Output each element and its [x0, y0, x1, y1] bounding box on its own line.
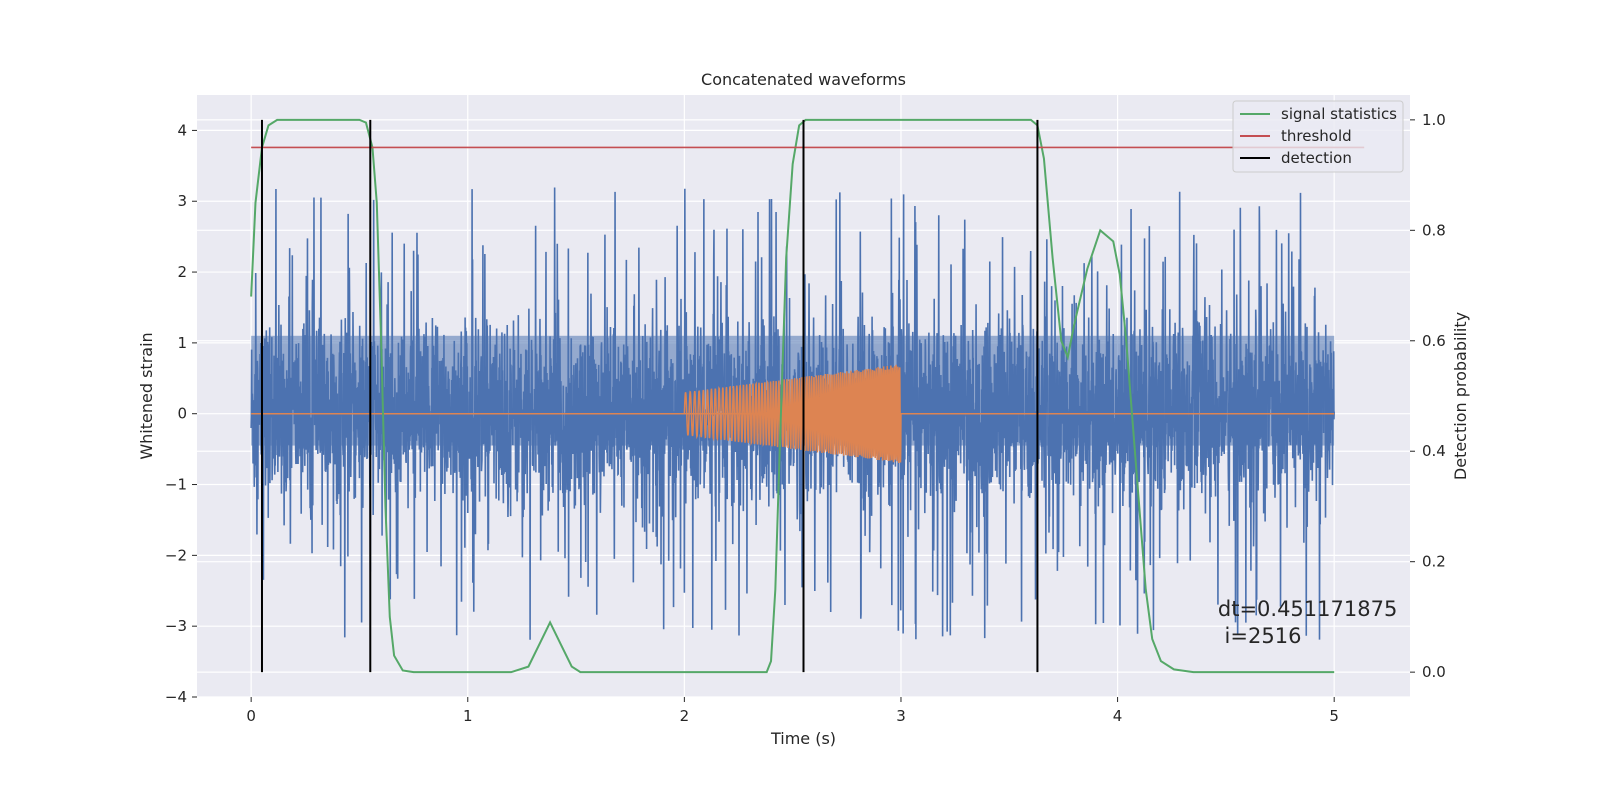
y-tick-label: 3: [177, 192, 187, 210]
x-tick-label: 1: [463, 707, 473, 725]
y-tick-label: −4: [165, 688, 187, 706]
series-detection: [260, 119, 1039, 673]
x-axis-label: Time (s): [770, 729, 836, 748]
y-tick-label: −3: [165, 617, 187, 635]
y-tick-label: −2: [165, 546, 187, 564]
x-tick-label: 5: [1329, 707, 1339, 725]
y-tick-label: 2: [177, 263, 187, 281]
signal-statistics-line: [250, 118, 1335, 674]
y-axis-label: Whitened strain: [137, 332, 156, 459]
y2-tick-label: 0.4: [1422, 442, 1446, 460]
annotation: dt=0.451171875 i=2516: [1218, 597, 1397, 648]
y2-axis-label: Detection probability: [1451, 312, 1470, 480]
legend-box: [1232, 100, 1404, 173]
y2-tick-label: 0.2: [1422, 553, 1446, 571]
x-tick-label: 2: [680, 707, 690, 725]
y-tick-label: 1: [177, 334, 187, 352]
y-tick-label: −1: [165, 476, 187, 494]
annotation-line-1: dt=0.451171875: [1218, 597, 1397, 621]
y-tick-label: 4: [177, 121, 187, 139]
y2-tick-label: 0.6: [1422, 332, 1446, 350]
x-tick-label: 4: [1113, 707, 1123, 725]
series-layer: [250, 118, 1365, 674]
legend-label-detection: detection: [1281, 149, 1352, 167]
legend-label-signal-statistics: signal statistics: [1281, 105, 1397, 123]
x-tick-label: 0: [246, 707, 256, 725]
y2-tick-label: 1.0: [1422, 111, 1446, 129]
y-tick-label: 0: [177, 405, 187, 423]
legend: signal statistics threshold detection: [1232, 100, 1404, 173]
chart-title: Concatenated waveforms: [701, 70, 906, 89]
y2-tick-label: 0.0: [1422, 663, 1446, 681]
y2-tick-label: 0.8: [1422, 221, 1446, 239]
legend-label-threshold: threshold: [1281, 127, 1352, 145]
series-signal-statistics: [250, 118, 1335, 674]
annotation-line-2: i=2516: [1218, 624, 1302, 648]
axes-layer: 0 1 2 3 4 5 −4 −3 −2 −1 0 1 2 3 4 0.0 0.2 0.4 0.6 0.8 1.0: [165, 111, 1446, 725]
x-tick-label: 3: [896, 707, 906, 725]
